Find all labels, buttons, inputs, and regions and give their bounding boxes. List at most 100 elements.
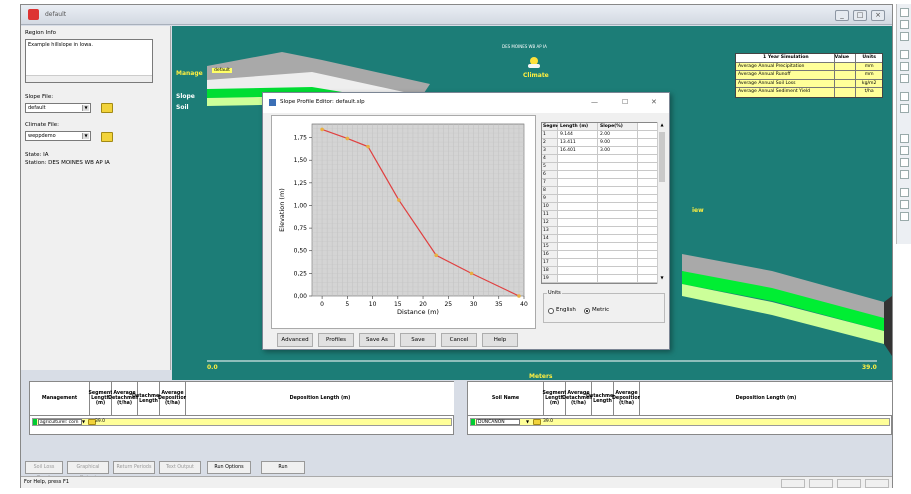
segment-length-cell[interactable]	[558, 235, 598, 242]
segment-row[interactable]: 11	[542, 211, 664, 219]
soil-loss-graph-button[interactable]: Soil Loss Graph	[25, 461, 63, 481]
segment-row[interactable]: 6	[542, 171, 664, 179]
scroll-up-icon[interactable]: ▲	[660, 122, 664, 127]
toolbar-icon[interactable]	[900, 212, 909, 221]
run-options-button[interactable]: Run Options	[207, 461, 251, 474]
segment-row[interactable]: 9	[542, 195, 664, 203]
segment-slope-cell[interactable]	[598, 275, 638, 282]
segment-row[interactable]: 1 9.144 2.00	[542, 131, 664, 139]
toolbar-icon[interactable]	[900, 104, 909, 113]
segment-length-cell[interactable]	[558, 187, 598, 194]
toolbar-icon[interactable]	[900, 8, 909, 17]
segment-slope-cell[interactable]	[598, 251, 638, 258]
cancel-button[interactable]: Cancel	[441, 333, 477, 347]
segment-slope-cell[interactable]	[598, 219, 638, 226]
segment-slope-cell[interactable]	[598, 195, 638, 202]
toolbar-icon[interactable]	[900, 32, 909, 41]
segment-row[interactable]: 18	[542, 267, 664, 275]
toolbar-icon[interactable]	[900, 170, 909, 179]
segment-length-cell[interactable]	[558, 267, 598, 274]
soil-row[interactable]: DUNCANON ▼ 39.0	[470, 418, 890, 426]
toolbar-icon[interactable]	[900, 74, 909, 83]
segment-length-cell[interactable]	[558, 259, 598, 266]
scroll-down-icon[interactable]: ▼	[660, 275, 664, 280]
segment-length-cell[interactable]	[558, 203, 598, 210]
toolbar-icon[interactable]	[900, 200, 909, 209]
segment-row[interactable]: 12	[542, 219, 664, 227]
segment-slope-cell[interactable]	[598, 155, 638, 162]
segment-length-cell[interactable]	[558, 243, 598, 250]
segment-slope-cell[interactable]	[598, 187, 638, 194]
segment-slope-cell[interactable]	[598, 203, 638, 210]
segment-row[interactable]: 5	[542, 163, 664, 171]
segment-length-cell[interactable]	[558, 195, 598, 202]
metric-radio[interactable]	[584, 308, 590, 314]
segment-slope-cell[interactable]	[598, 171, 638, 178]
segment-length-cell[interactable]	[558, 179, 598, 186]
climate-file-select[interactable]: weppdemo ▼	[25, 131, 91, 141]
scroll-thumb[interactable]	[659, 132, 665, 182]
management-tag[interactable]: default	[212, 68, 232, 73]
segment-row[interactable]: 4	[542, 155, 664, 163]
segment-row[interactable]: 19	[542, 275, 664, 283]
segment-row[interactable]: 14	[542, 235, 664, 243]
dialog-close-button[interactable]: ✕	[651, 98, 657, 106]
segment-slope-cell[interactable]	[598, 243, 638, 250]
region-info-textarea[interactable]: Example hillslope in Iowa.	[25, 39, 153, 83]
chevron-down-icon[interactable]: ▼	[526, 419, 530, 424]
segment-slope-cell[interactable]: 3.00	[598, 147, 638, 154]
help-button[interactable]: Help	[482, 333, 518, 347]
maximize-button[interactable]: □	[853, 10, 867, 21]
toolbar-icon[interactable]	[900, 134, 909, 143]
toolbar-icon[interactable]	[900, 62, 909, 71]
chevron-down-icon[interactable]: ▼	[82, 419, 86, 424]
advanced-button[interactable]: Advanced	[277, 333, 313, 347]
segment-slope-cell[interactable]: 2.00	[598, 131, 638, 138]
segment-slope-cell[interactable]	[598, 211, 638, 218]
soil-folder-icon[interactable]	[533, 419, 541, 425]
segment-slope-cell[interactable]	[598, 235, 638, 242]
segment-row[interactable]: 3 16.401 3.00	[542, 147, 664, 155]
segment-length-cell[interactable]	[558, 163, 598, 170]
segment-slope-cell[interactable]: 9.00	[598, 139, 638, 146]
dialog-maximize-button[interactable]: ☐	[622, 98, 629, 106]
return-periods-button[interactable]: Return Periods	[113, 461, 155, 474]
save-button[interactable]: Save	[400, 333, 436, 347]
region-scrollbar[interactable]	[26, 75, 152, 82]
segment-slope-cell[interactable]	[598, 163, 638, 170]
management-folder-icon[interactable]	[88, 419, 96, 425]
minimize-button[interactable]: _	[835, 10, 849, 21]
toolbar-icon[interactable]	[900, 20, 909, 29]
segment-length-cell[interactable]	[558, 219, 598, 226]
close-button[interactable]: ×	[871, 10, 885, 21]
segment-slope-cell[interactable]	[598, 227, 638, 234]
segment-length-cell[interactable]	[558, 211, 598, 218]
segment-length-cell[interactable]: 9.144	[558, 131, 598, 138]
save-as-button[interactable]: Save As	[359, 333, 395, 347]
segment-scrollbar[interactable]: ▲ ▼	[657, 122, 666, 284]
english-radio[interactable]	[548, 308, 554, 314]
segment-row[interactable]: 8	[542, 187, 664, 195]
toolbar-icon[interactable]	[900, 92, 909, 101]
segment-row[interactable]: 16	[542, 251, 664, 259]
toolbar-icon[interactable]	[900, 146, 909, 155]
toolbar-icon[interactable]	[900, 158, 909, 167]
segment-length-cell[interactable]: 16.401	[558, 147, 598, 154]
segment-slope-cell[interactable]	[598, 259, 638, 266]
management-select[interactable]: agriculturel: corn	[38, 419, 82, 425]
segment-grid[interactable]: Segment Length (m) Slope(%) 1 9.144 2.00 2 1…	[541, 122, 665, 284]
text-output-button[interactable]: Text Output	[159, 461, 201, 474]
climate-folder-icon[interactable]	[101, 132, 113, 142]
segment-length-cell[interactable]	[558, 155, 598, 162]
slope-folder-icon[interactable]	[101, 103, 113, 113]
segment-length-cell[interactable]	[558, 171, 598, 178]
segment-row[interactable]: 17	[542, 259, 664, 267]
elevation-profile-chart[interactable]: 0 5 10 15 20 25 30 35 40 0,00 0,25 0,50 0,75 1,00 1,25…	[271, 115, 536, 329]
segment-row[interactable]: 13	[542, 227, 664, 235]
segment-length-cell[interactable]	[558, 251, 598, 258]
segment-row[interactable]: 15	[542, 243, 664, 251]
segment-row[interactable]: 2 13.411 9.00	[542, 139, 664, 147]
slope-file-select[interactable]: default ▼	[25, 103, 91, 113]
run-button[interactable]: Run	[261, 461, 305, 474]
management-row[interactable]: agriculturel: corn ▼ 39.0	[32, 418, 452, 426]
